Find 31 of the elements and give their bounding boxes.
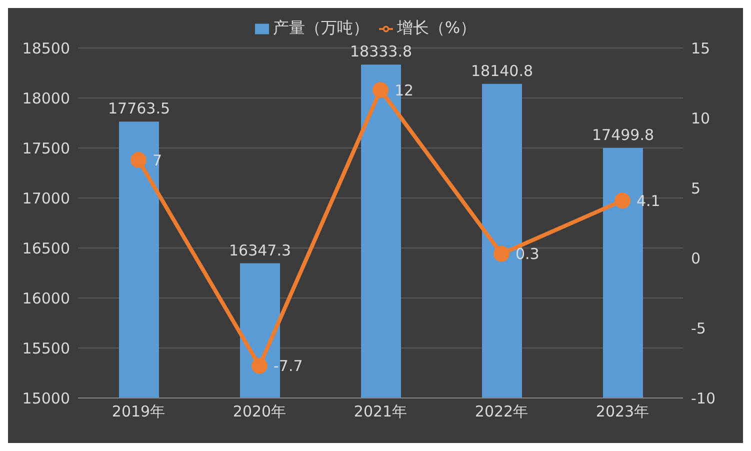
point [494, 246, 510, 262]
x-tick-label: 2023年 [596, 402, 650, 421]
y2-tick-label: -5 [691, 319, 706, 338]
data-label: 18333.8 [350, 42, 412, 61]
data-label: 18140.8 [470, 62, 534, 80]
data-label: 17763.5 [108, 100, 170, 118]
y2-tick-label: -10 [691, 389, 716, 408]
y-tick-label: 16000 [22, 289, 70, 308]
point [252, 358, 268, 374]
x-tick-label: 2020年 [232, 402, 286, 421]
point [372, 82, 388, 98]
y-tick-label: 15000 [22, 389, 70, 408]
legend-label: 产量（万吨） [272, 18, 369, 37]
data-label: 16347.3 [228, 241, 292, 260]
y-tick-label: 18000 [22, 89, 70, 108]
y-tick-label: 18500 [22, 39, 70, 58]
y-tick-label: 15500 [22, 339, 70, 358]
x-tick-label: 2019年 [112, 402, 166, 421]
point [614, 192, 630, 209]
y-tick-label: 17500 [22, 139, 70, 158]
y2-tick-label: 10 [691, 109, 710, 128]
y2-tick-label: 15 [691, 39, 710, 58]
y2-tick-label: 5 [691, 179, 701, 198]
x-tick-label: 2021年 [354, 402, 408, 421]
y2-tick-label: 0 [691, 249, 701, 268]
x-tick-label: 2022年 [474, 402, 528, 421]
y-tick-label: 17000 [22, 189, 70, 208]
data-label: 17499.8 [592, 126, 654, 144]
y-tick-label: 16500 [22, 239, 70, 258]
legend-label: 增长（%） [396, 18, 476, 37]
point [130, 152, 146, 168]
